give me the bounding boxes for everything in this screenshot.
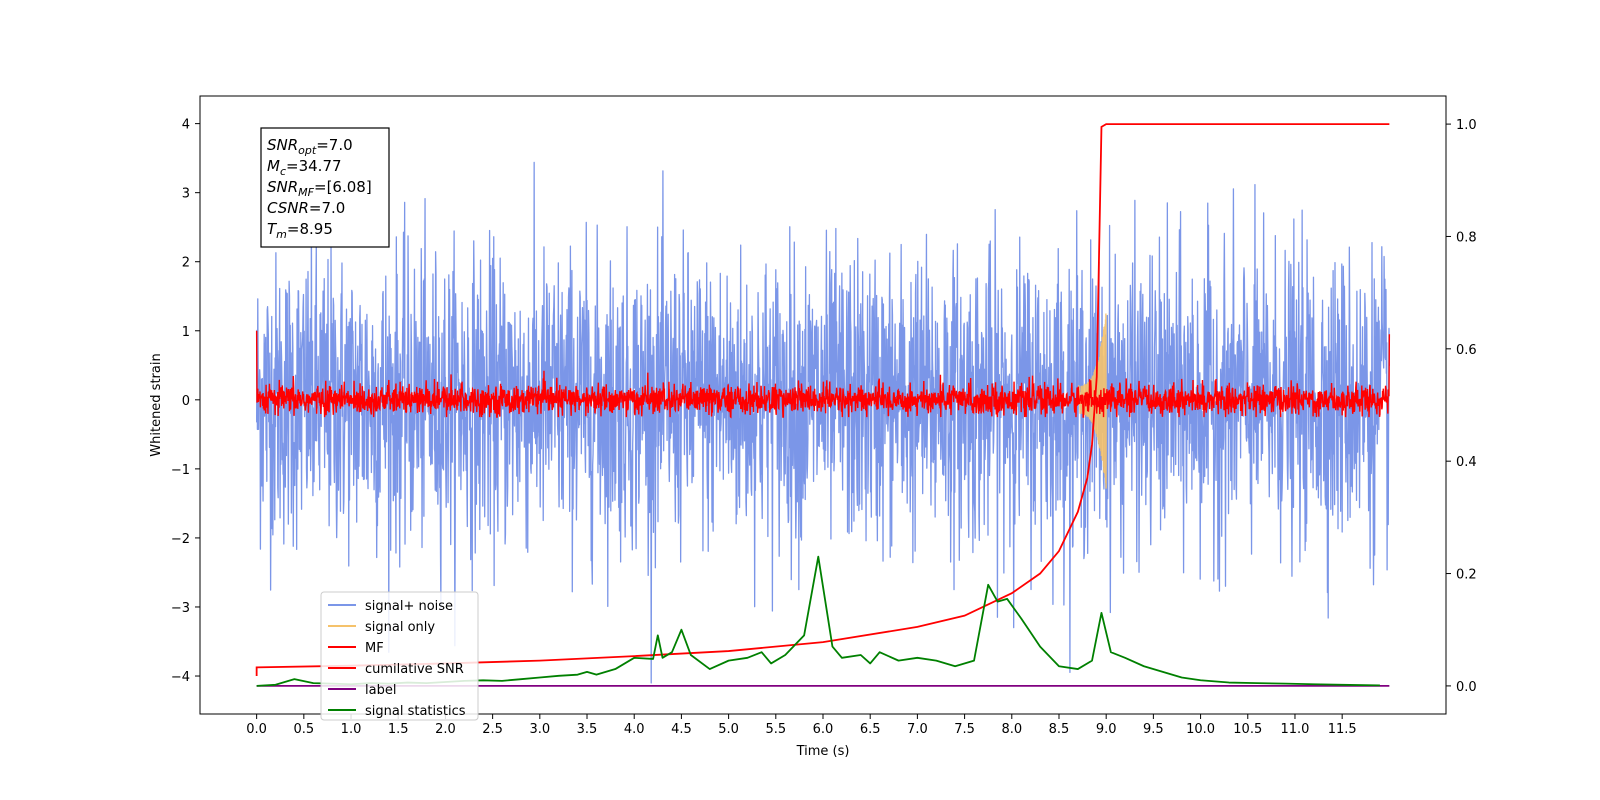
series-mf-line — [255, 330, 1391, 419]
legend-label: MF — [365, 641, 384, 656]
y-left-tick-label: 4 — [182, 118, 190, 133]
legend-frame — [320, 591, 479, 721]
y-right-tick-label: 0.8 — [1456, 230, 1477, 245]
annotation-line: CSNR=7.0 — [267, 199, 345, 217]
x-tick-label: 7.5 — [954, 722, 975, 737]
x-tick-label: 2.0 — [435, 722, 456, 737]
y-left-tick-label: 0 — [182, 394, 190, 409]
y-left-tick-label: 1 — [182, 325, 190, 340]
legend: signal+ noise signal only MF cumilative SNR… — [320, 591, 479, 721]
y-left-tick-label: −2 — [171, 532, 190, 547]
y-right-tick-label: 0.2 — [1456, 568, 1477, 583]
annotation-frame — [260, 127, 390, 248]
legend-label: signal statistics — [365, 704, 466, 719]
y-left-tick-label: 3 — [182, 187, 190, 202]
x-tick-label: 4.0 — [624, 722, 645, 737]
x-tick-label: 9.0 — [1096, 722, 1117, 737]
x-tick-label: 10.5 — [1233, 722, 1262, 737]
x-tick-label: 10.0 — [1186, 722, 1215, 737]
y-axis-label: Whitened strain — [149, 353, 164, 456]
y-right-tick-label: 0.6 — [1456, 343, 1477, 358]
x-tick-label: 1.0 — [341, 722, 362, 737]
y-right-tick-label: 1.0 — [1456, 118, 1477, 133]
x-tick-label: 5.5 — [765, 722, 786, 737]
x-tick-label: 11.0 — [1280, 722, 1309, 737]
legend-label: signal+ noise — [365, 599, 453, 614]
annotation-line: Tm=8.95 — [267, 220, 333, 241]
x-axis-label: Time (s) — [796, 744, 850, 759]
x-tick-label: 6.0 — [813, 722, 834, 737]
y-left-tick-label: −1 — [171, 463, 190, 478]
y-axis-left: 4 3 2 1 0 −1 −2 −3 −4 Whitened strain — [149, 118, 200, 685]
x-tick-label: 3.0 — [529, 722, 550, 737]
x-tick-label: 5.0 — [718, 722, 739, 737]
x-tick-label: 1.5 — [388, 722, 409, 737]
legend-label: label — [365, 683, 396, 698]
annotation-line: SNRopt=7.0 — [267, 136, 353, 157]
y-right-tick-label: 0.4 — [1456, 455, 1477, 470]
y-left-tick-label: −4 — [171, 670, 190, 685]
legend-label: signal only — [365, 620, 435, 635]
annotation-line: Mc=34.77 — [267, 157, 342, 178]
annotation-line: SNRMF=[6.08] — [267, 178, 372, 199]
y-axis-right: 1.0 0.8 0.6 0.4 0.2 0.0 — [1446, 118, 1477, 695]
x-tick-label: 9.5 — [1143, 722, 1164, 737]
x-tick-label: 8.0 — [1001, 722, 1022, 737]
x-tick-label: 4.5 — [671, 722, 692, 737]
x-tick-label: 3.5 — [577, 722, 598, 737]
x-tick-label: 7.0 — [907, 722, 928, 737]
x-tick-label: 2.5 — [482, 722, 503, 737]
y-left-tick-label: 2 — [182, 256, 190, 271]
series-cumulative-snr-line — [255, 123, 1390, 677]
x-tick-label: 11.5 — [1328, 722, 1357, 737]
x-tick-label: 8.5 — [1049, 722, 1070, 737]
x-tick-label: 0.5 — [293, 722, 314, 737]
legend-label: cumilative SNR — [365, 662, 464, 677]
y-left-tick-label: −3 — [171, 601, 190, 616]
x-tick-label: 0.0 — [246, 722, 267, 737]
y-right-tick-label: 0.0 — [1456, 680, 1477, 695]
x-axis: 0.0 0.5 1.0 1.5 2.0 2.5 3.0 3.5 4.0 4.5 5.0 5.5 6.0 6… — [246, 714, 1357, 759]
x-tick-label: 6.5 — [860, 722, 881, 737]
